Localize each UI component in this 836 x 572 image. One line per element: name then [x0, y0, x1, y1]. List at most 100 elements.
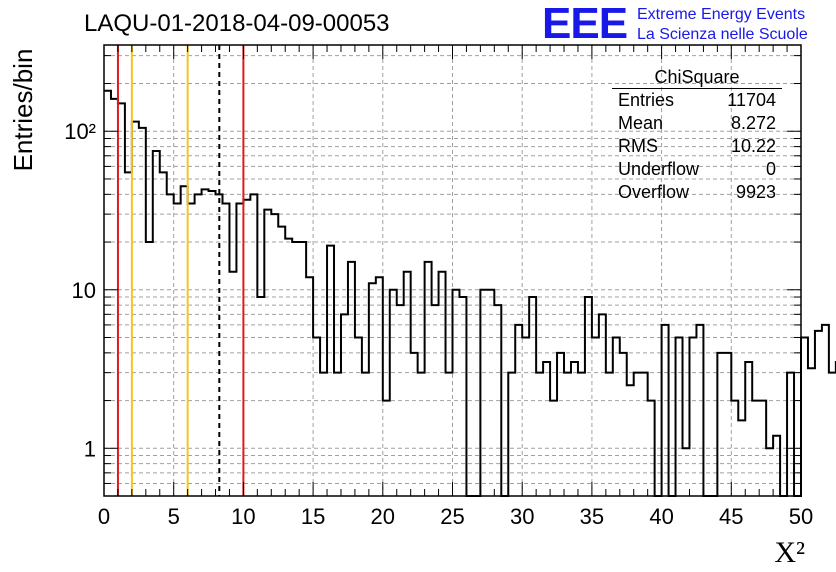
x-tick-label: 0: [98, 504, 110, 529]
histogram-bin: [202, 189, 209, 496]
y-axis-title: Entries/bin: [8, 49, 38, 172]
histogram-bin: [815, 331, 822, 496]
histogram-bin: [696, 325, 703, 496]
stats-row-underflow: Underflow 0: [612, 158, 782, 181]
x-tick-label: 45: [719, 504, 743, 529]
histogram-bin: [390, 290, 397, 496]
histogram-bin: [153, 151, 160, 496]
histogram-bin: [418, 373, 425, 496]
stats-label: Overflow: [618, 182, 690, 202]
x-tick-label: 10: [231, 504, 255, 529]
histogram-bin: [724, 353, 731, 496]
histogram-bin: [139, 128, 146, 496]
histogram-bin: [132, 122, 139, 496]
histogram-bin: [773, 436, 780, 496]
stats-row-mean: Mean 8.272: [612, 112, 782, 135]
histogram-bin: [160, 172, 167, 496]
histogram-bin: [627, 385, 634, 496]
histogram-bin: [181, 186, 188, 496]
stats-value: 9923: [735, 182, 776, 202]
histogram-bin: [411, 353, 418, 496]
histogram-bin: [188, 204, 195, 496]
stats-label: Mean: [618, 113, 664, 133]
histogram-bin: [480, 290, 487, 496]
histogram-bin: [634, 373, 641, 496]
stats-row-entries: Entries 11704: [612, 89, 782, 112]
histogram-bin: [327, 246, 334, 496]
x-tick-label: 50: [789, 504, 813, 529]
histogram-bin: [167, 194, 174, 496]
histogram-bin: [738, 420, 745, 496]
histogram-bin: [285, 239, 292, 496]
histogram-bin: [313, 337, 320, 496]
histogram-bin: [613, 337, 620, 496]
histogram-bin: [606, 373, 613, 496]
histogram-bin: [236, 204, 243, 496]
x-tick-label: 15: [301, 504, 325, 529]
x-axis-title: X²: [774, 536, 805, 569]
histogram-bin: [243, 200, 250, 496]
histogram-bin: [341, 314, 348, 496]
histogram-bin: [564, 373, 571, 496]
histogram-bin: [557, 353, 564, 496]
histogram-bin: [571, 362, 578, 496]
histogram-bin: [508, 373, 515, 496]
histogram-bin: [174, 204, 181, 496]
histogram-bin: [487, 290, 494, 496]
stats-value: 0: [765, 159, 776, 179]
y-tick-label: 10: [72, 278, 96, 303]
stats-row-overflow: Overflow 9923: [612, 181, 782, 204]
histogram-bin: [529, 297, 536, 496]
stats-value: 8.272: [730, 113, 776, 133]
histogram-bin: [689, 337, 696, 496]
x-tick-label: 5: [168, 504, 180, 529]
histogram-bin: [222, 204, 229, 496]
stats-title: ChiSquare: [612, 66, 782, 89]
histogram-bin: [808, 368, 815, 496]
histogram-bin: [292, 242, 299, 496]
histogram-bin: [250, 194, 257, 496]
x-tick-label: 20: [371, 504, 395, 529]
histogram-bin: [334, 373, 341, 496]
histogram-bin: [446, 373, 453, 496]
histogram-bin: [104, 91, 111, 496]
histogram-bin: [620, 353, 627, 496]
stats-row-rms: RMS 10.22: [612, 135, 782, 158]
histogram-bin: [745, 362, 752, 496]
logo-text-line1: Extreme Energy Events: [637, 6, 806, 23]
histogram-bin: [578, 373, 585, 496]
histogram-bin: [592, 337, 599, 496]
stats-label: Entries: [618, 90, 675, 110]
histogram-bin: [453, 290, 460, 496]
histogram-bin: [536, 373, 543, 496]
y-tick-label: 1: [84, 436, 96, 461]
histogram-bin: [195, 194, 202, 496]
histogram-bin: [522, 337, 529, 496]
histogram-bin: [118, 103, 125, 496]
x-tick-label: 35: [580, 504, 604, 529]
histogram-bin: [320, 373, 327, 496]
stats-box: ChiSquare Entries 11704 Mean 8.272 RMS 1…: [612, 66, 782, 204]
histogram-bin: [641, 373, 648, 496]
histogram-bin: [362, 373, 369, 496]
histogram-bin: [801, 337, 808, 496]
histogram-bin: [355, 337, 362, 496]
histogram-bin: [787, 373, 794, 496]
tick-layer: 0 5 10 15 20 25 30 35 40 45 50 1 10 10²: [64, 45, 813, 529]
x-tick-label: 40: [649, 504, 673, 529]
histogram-bin: [257, 297, 264, 496]
histogram-outline: [104, 89, 836, 497]
eee-logo: EEE Extreme Energy Events La Scienza nel…: [542, 2, 832, 48]
histogram-bin: [717, 353, 724, 496]
histogram-bin: [459, 297, 466, 496]
histogram-bin: [662, 325, 669, 496]
histogram-bin: [125, 172, 132, 496]
stats-label: Underflow: [618, 159, 700, 179]
histogram-bin: [585, 297, 592, 496]
logo-text-line2: La Scienza nelle Scuole: [637, 26, 808, 43]
stats-value: 11704: [727, 90, 776, 110]
histogram-bin: [299, 242, 306, 496]
stats-value: 10.22: [730, 136, 776, 156]
reference-lines-layer: [116, 45, 245, 496]
